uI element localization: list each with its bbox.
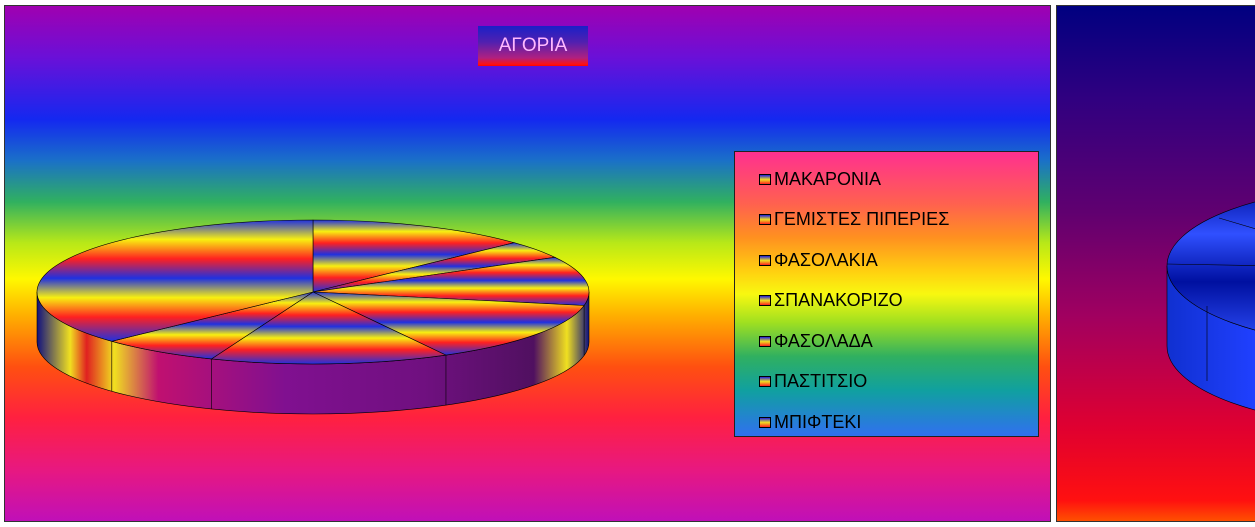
- pie-top: [36, 219, 590, 365]
- legend-label: ΣΠΑΝΑΚΟΡΙΖΟ: [774, 290, 903, 310]
- pie-slice: [312, 219, 516, 293]
- second-pie-plot-area: [1166, 201, 1255, 411]
- legend-label: ΜΑΚΑΡΟΝΙΑ: [774, 168, 882, 189]
- second-pie-divider-1: [1166, 263, 1255, 266]
- pie-slice: [110, 291, 314, 360]
- legend-item: ΠΑΣΤΙΤΣΙΟ: [759, 370, 867, 394]
- legend-item: ΜΠΙΦΤΕΚΙ: [759, 410, 861, 434]
- pie-slice: [312, 257, 590, 306]
- legend-label: ΦΑΣΟΛΑΚΙΑ: [774, 249, 878, 270]
- pie-plot-area: [36, 219, 590, 415]
- legend-item: ΓΕΜΙΣΤΕΣ ΠΙΠΕΡΙΕΣ: [759, 208, 949, 232]
- legend-label: ΦΑΣΟΛΑΔΑ: [774, 330, 873, 351]
- chart-title-text: ΑΓΟΡΙΑ: [498, 35, 568, 56]
- legend-item: ΜΑΚΑΡΟΝΙΑ: [759, 167, 881, 191]
- legend-item: ΦΑΣΟΛΑΚΙΑ: [759, 248, 878, 272]
- legend-swatch: [759, 214, 771, 225]
- boys-pie-chart: ΑΓΟΡΙΑ: [4, 5, 1051, 522]
- chart-title: ΑΓΟΡΙΑ: [478, 26, 588, 66]
- legend-swatch: [759, 416, 771, 428]
- legend-label: ΓΕΜΙΣΤΕΣ ΠΙΠΕΡΙΕΣ: [774, 209, 950, 229]
- second-pie-top: [1166, 201, 1255, 331]
- legend-swatch: [759, 376, 771, 387]
- legend-item: ΣΠΑΝΑΚΟΡΙΖΟ: [759, 289, 903, 313]
- legend-item: ΦΑΣΟΛΑΔΑ: [759, 329, 873, 353]
- legend-swatch: [759, 335, 771, 347]
- pie-slice: [36, 219, 314, 342]
- legend-swatch: [759, 173, 771, 185]
- pie-slice: [312, 291, 585, 356]
- pie-slice: [210, 291, 447, 365]
- legend-swatch: [759, 295, 771, 306]
- second-pie-divider-2: [1218, 217, 1255, 230]
- legend-label: ΠΑΣΤΙΤΣΙΟ: [774, 371, 868, 391]
- legend: ΜΑΚΑΡΟΝΙΑ ΓΕΜΙΣΤΕΣ ΠΙΠΕΡΙΕΣ ΦΑΣΟΛΑΚΙΑ ΣΠΑΝΑ…: [734, 151, 1039, 437]
- legend-swatch: [759, 254, 771, 266]
- legend-label: ΜΠΙΦΤΕΚΙ: [774, 411, 862, 432]
- second-pie-chart-partial: [1056, 5, 1255, 522]
